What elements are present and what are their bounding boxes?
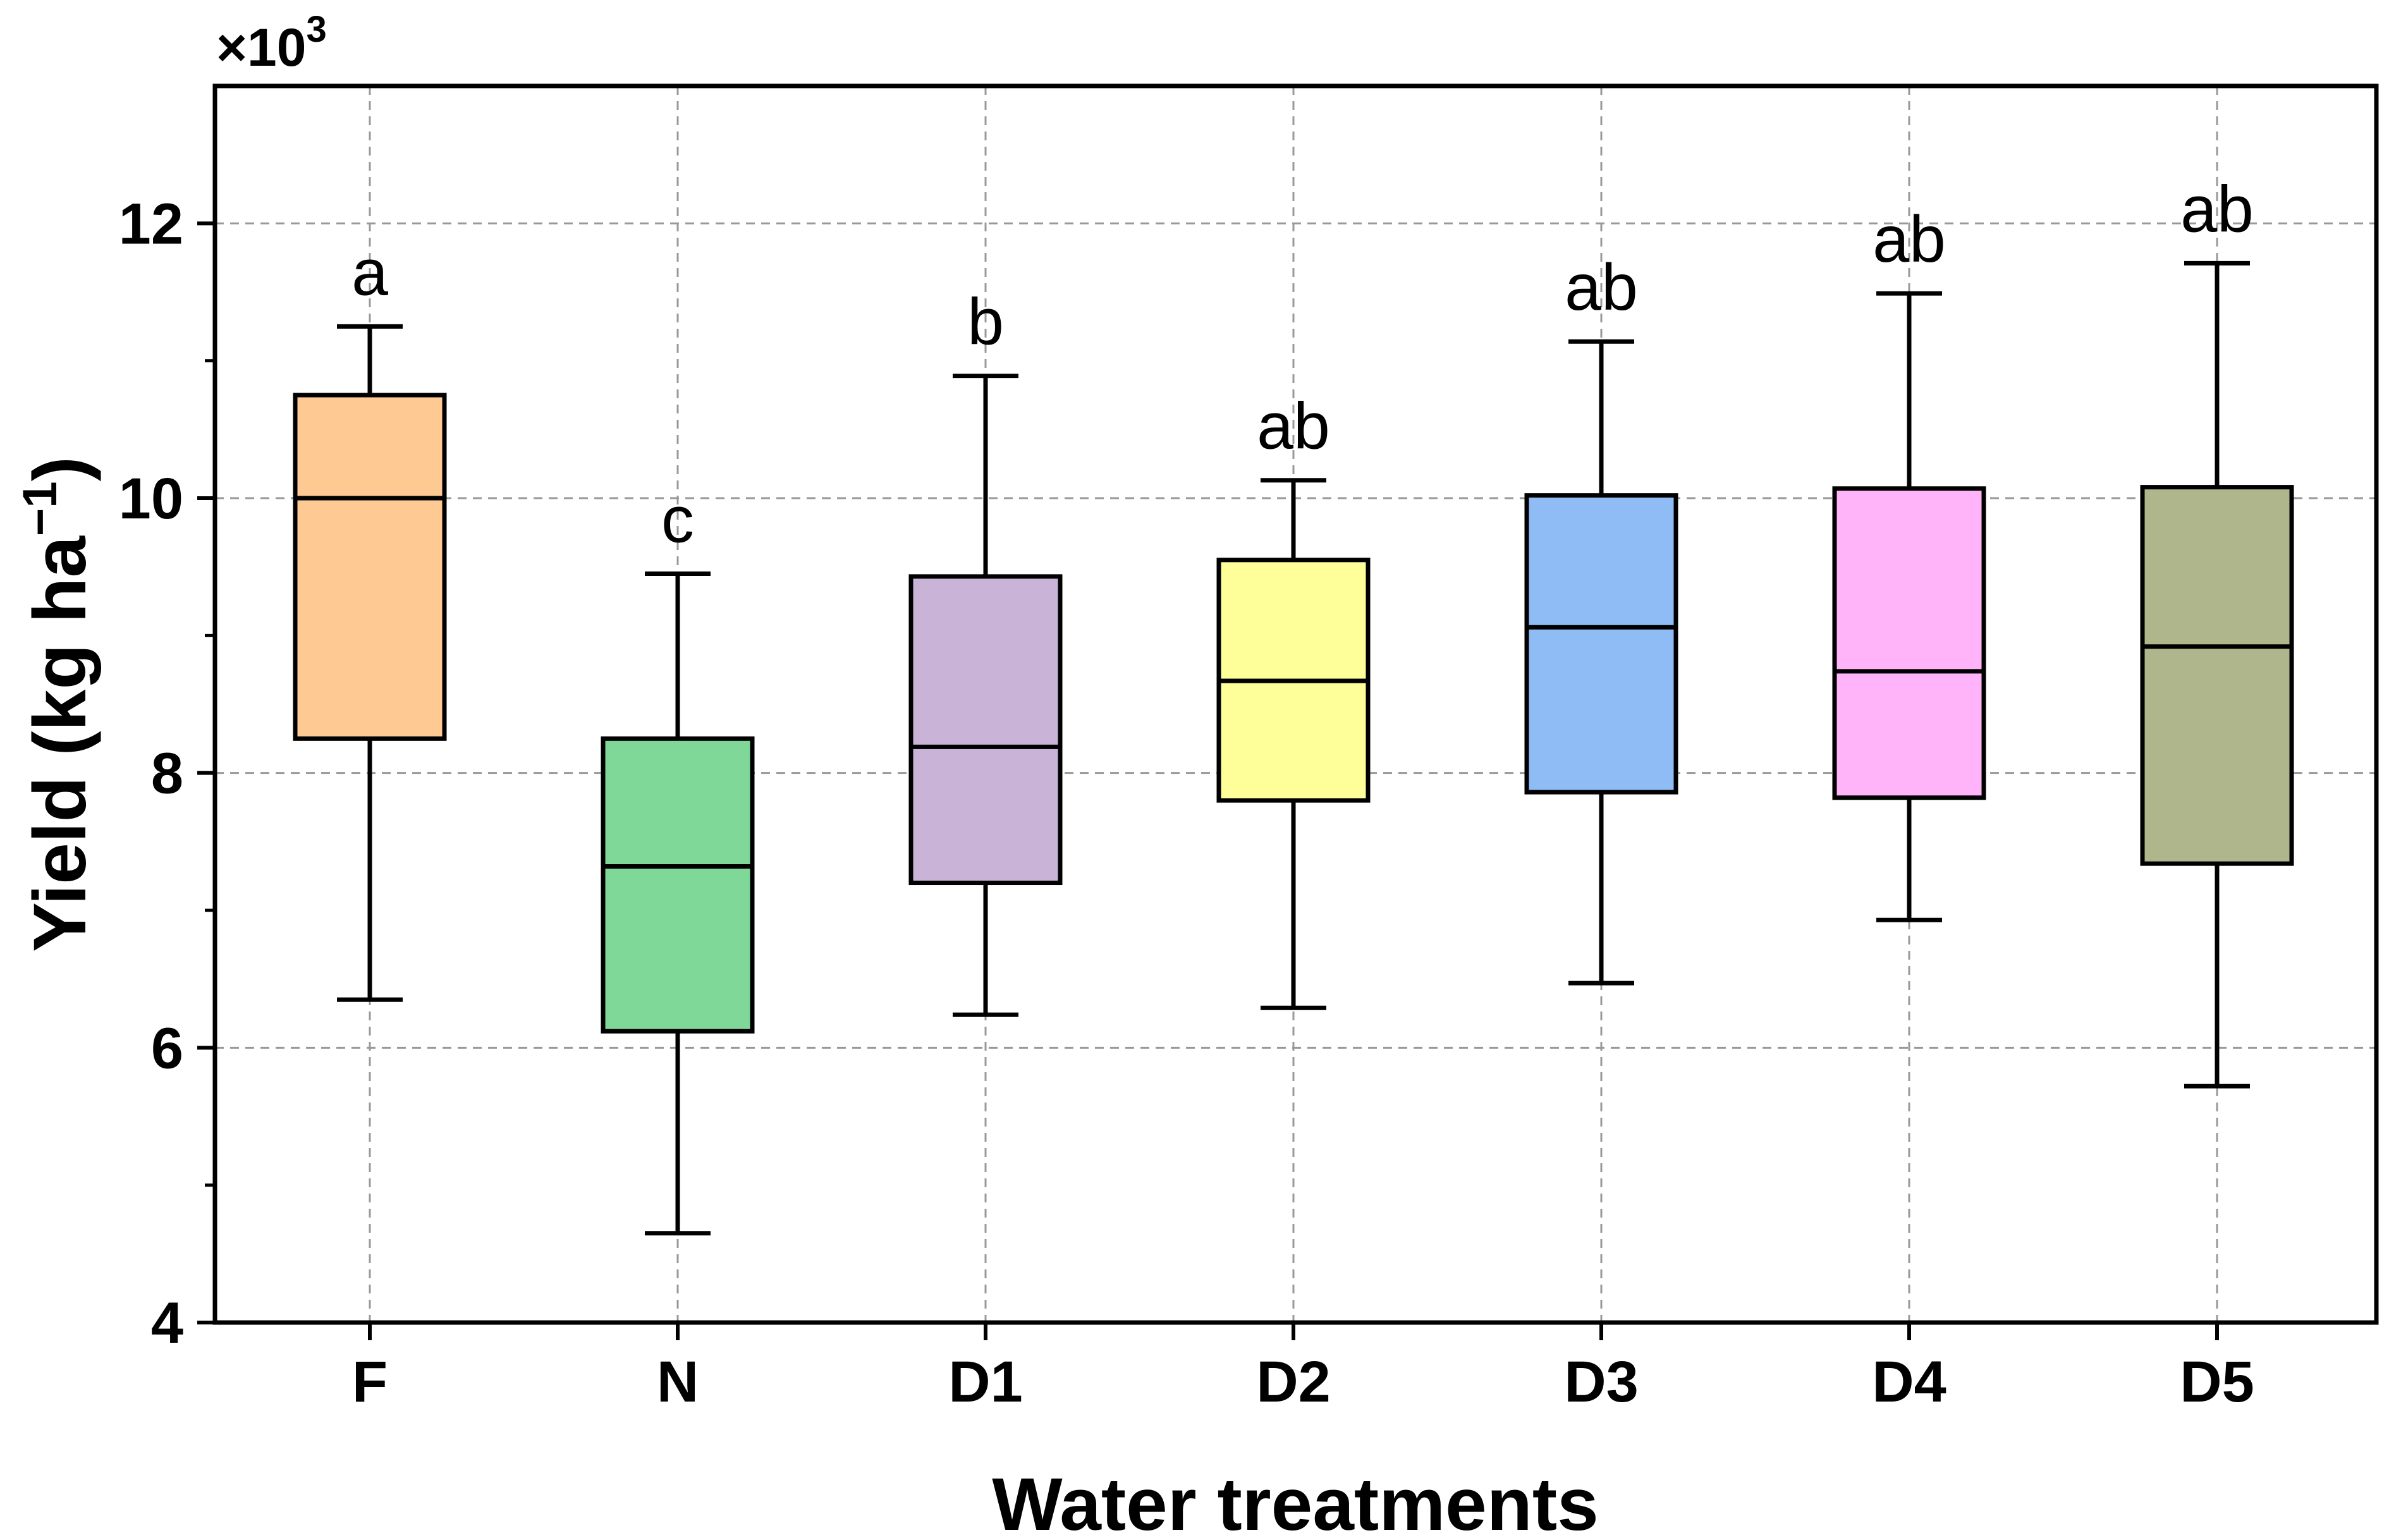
x-tick-label: F (352, 1350, 388, 1414)
y-tick-label: 8 (151, 742, 183, 806)
x-tick-label: D5 (2180, 1350, 2254, 1414)
significance-label: ab (1257, 390, 1330, 463)
x-tick-label: D3 (1564, 1350, 1639, 1414)
box-iqr (1832, 486, 1986, 800)
box-iqr (2140, 485, 2294, 866)
box-iqr (601, 736, 755, 1034)
x-axis-title: Water treatments (992, 1463, 1599, 1540)
box-f: a (293, 236, 447, 1002)
box-d3: ab (1524, 251, 1678, 986)
box-iqr (908, 574, 1063, 886)
box-d5: ab (2140, 173, 2294, 1089)
axes: 4 6 8 10 12 F N D1 D2 D3 D4 D5 (119, 192, 2254, 1414)
significance-label: ab (1565, 251, 1638, 324)
y-tick-label: 12 (119, 192, 183, 256)
plot-frame (212, 83, 2379, 1325)
x-tick-label: D4 (1872, 1350, 1946, 1414)
x-tick-label: N (657, 1350, 699, 1414)
y-axis-title: Yield (kg ha−1) (13, 456, 102, 952)
significance-label: b (967, 286, 1004, 359)
box-iqr (1524, 493, 1678, 795)
significance-label: a (351, 236, 388, 309)
box-d1: b (908, 286, 1063, 1017)
significance-label: ab (1873, 203, 1946, 276)
y-multiplier: ×103 (216, 9, 327, 77)
box-iqr (293, 393, 447, 741)
box-d4: ab (1832, 203, 1986, 922)
y-tick-label: 4 (151, 1291, 183, 1355)
significance-label: ab (2180, 173, 2254, 246)
box-n: c (601, 484, 755, 1236)
x-tick-label: D2 (1256, 1350, 1331, 1414)
y-tick-label: 10 (119, 467, 183, 531)
significance-label: c (661, 484, 694, 557)
x-tick-label: D1 (948, 1350, 1023, 1414)
box-d2: ab (1216, 390, 1371, 1010)
y-tick-label: 6 (151, 1016, 183, 1080)
box-series: a c b ab ab ab ab (293, 173, 2294, 1236)
